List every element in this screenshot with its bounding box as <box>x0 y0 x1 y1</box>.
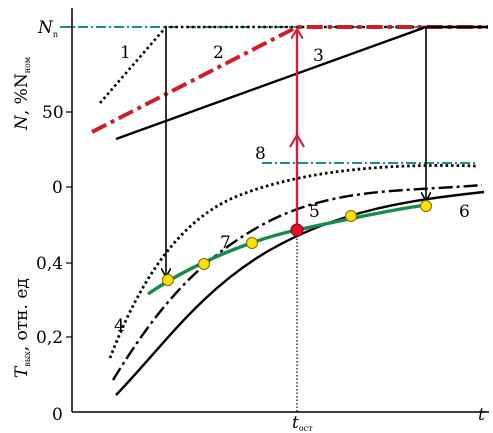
marker-point-red <box>290 223 304 237</box>
curve-4 <box>108 164 477 359</box>
curve-6 <box>115 190 485 396</box>
axis-label-t: Tвых, отн. ед <box>12 278 32 378</box>
tick-label-t-04: 0,4 <box>36 254 63 274</box>
curve-label-8: 8 <box>255 144 266 164</box>
curve-7 <box>147 203 427 296</box>
curve-label-7: 7 <box>220 233 231 253</box>
marker-point <box>162 274 174 286</box>
tick-label-n-50: 50 <box>42 103 64 123</box>
axis-label-x: t <box>478 405 485 425</box>
curve-label-3: 3 <box>313 46 324 66</box>
tick-label-origin: 0 <box>52 405 63 425</box>
marker-point <box>246 237 258 249</box>
arrow-up-red-head <box>289 132 305 148</box>
marker-point <box>420 200 432 212</box>
tick-label-t-02: 0,2 <box>36 328 63 348</box>
curve-label-2: 2 <box>213 43 224 63</box>
curve-label-6: 6 <box>459 202 470 222</box>
curve-label-5: 5 <box>309 202 320 222</box>
tick-label-n-0: 0 <box>52 178 63 198</box>
curve-3 <box>115 25 488 141</box>
marker-point <box>345 210 357 222</box>
tick-label-n-top: Nn <box>37 18 58 39</box>
axis-label-n: N, %Nном <box>12 57 32 131</box>
axis-label-t-ost: tост <box>292 413 313 433</box>
curve-label-4: 4 <box>114 316 125 336</box>
marker-point <box>198 258 210 270</box>
curve-label-1: 1 <box>120 43 131 63</box>
curve-1 <box>99 25 488 104</box>
